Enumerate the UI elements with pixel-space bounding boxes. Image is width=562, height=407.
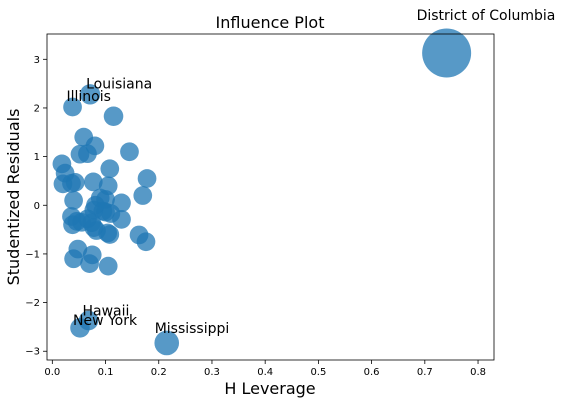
point-label: Louisiana (86, 76, 152, 92)
data-point (422, 28, 472, 78)
data-point (83, 172, 103, 192)
y-tick-label: 3 (34, 55, 40, 66)
data-point (70, 318, 90, 338)
point-labels-layer: District of Columbia Mississippi Louisiana… (67, 8, 556, 337)
data-point (65, 173, 85, 192)
data-point (98, 256, 118, 276)
point-label: Mississippi (155, 321, 230, 337)
x-tick-label: 0.2 (151, 367, 167, 378)
point-label: District of Columbia (417, 8, 556, 24)
data-point (63, 215, 82, 235)
point-label: Hawaii (83, 304, 130, 320)
data-point (137, 169, 157, 188)
x-tick-label: 0.5 (310, 367, 326, 378)
points-layer (52, 28, 472, 356)
x-tick-label: 0.1 (98, 367, 114, 378)
data-point (136, 232, 156, 252)
y-tick-label: −3 (25, 347, 40, 358)
y-tick-label: 0 (34, 201, 40, 212)
plot-area-frame (46, 33, 495, 361)
data-point (133, 186, 153, 205)
x-tick-label: 0.4 (257, 367, 273, 378)
y-tick-label: −1 (25, 249, 40, 260)
data-point (154, 330, 180, 356)
data-point (120, 142, 139, 162)
x-tick-label: 0.0 (44, 367, 60, 378)
data-point (100, 225, 120, 244)
data-point (100, 159, 120, 179)
data-point (64, 191, 83, 210)
data-point (78, 144, 97, 164)
data-point (112, 210, 131, 229)
y-tick-label: −2 (25, 298, 40, 309)
x-tick-label: 0.3 (204, 367, 220, 378)
x-tick-label: 0.6 (364, 367, 380, 378)
x-tick-label: 0.8 (470, 367, 486, 378)
y-axis-ticks: −3 −2 −1 0 1 2 3 (25, 55, 47, 358)
y-tick-label: 2 (34, 103, 40, 114)
x-tick-label: 0.7 (417, 367, 433, 378)
data-point (103, 106, 124, 127)
data-point (64, 249, 83, 269)
y-tick-label: 1 (34, 152, 40, 163)
x-axis-label: H Leverage (224, 379, 315, 398)
y-axis-label: Studentized Residuals (4, 109, 23, 286)
point-label: Illinois (67, 89, 111, 105)
x-axis-ticks: 0.0 0.1 0.2 0.3 0.4 0.5 0.6 0.7 0.8 (44, 360, 486, 378)
data-point (63, 97, 82, 117)
data-point (80, 254, 99, 274)
chart-title: Influence Plot (216, 13, 325, 32)
point-label: New York (73, 313, 138, 329)
data-point (79, 84, 101, 105)
